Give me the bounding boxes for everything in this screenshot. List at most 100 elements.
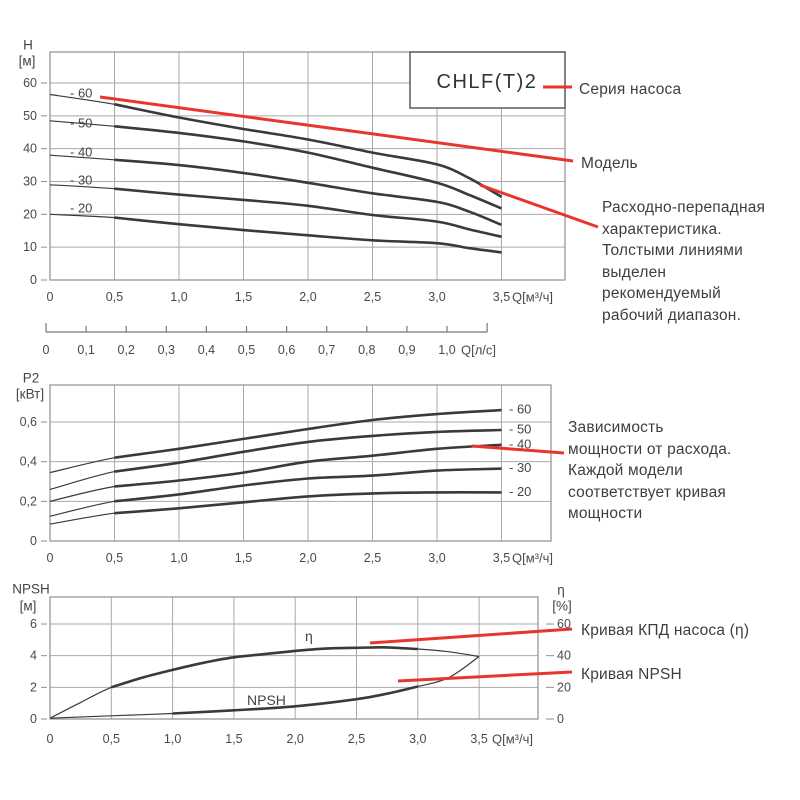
y-tick-label: 0,2 (20, 494, 37, 508)
pointer-efficiency-line (369, 627, 573, 645)
annotation-flow-head: Расходно-перепадная характеристика. Толс… (602, 199, 766, 324)
curve-label--30: - 30 (509, 460, 531, 475)
x-tick-label: 1,0 (170, 290, 187, 304)
curve-label--20: - 20 (70, 201, 92, 216)
curve-label--30: - 30 (70, 173, 92, 188)
annotation-npsh: Кривая NPSH (581, 666, 682, 683)
power-chart: 0 0,2 0,4 0,6 0 0,5 1,0 1,5 2,0 2,5 3,0 3,5 - 60 - 50… (20, 384, 552, 565)
x-tick-label: 2,0 (287, 732, 304, 746)
x-tick-label: 1,0 (170, 551, 187, 565)
power-x-axis-unit: Q[м³/ч] (512, 551, 553, 566)
x-tick-label: 3,5 (493, 551, 510, 565)
y-tick-label: 2 (30, 680, 37, 694)
ruler-tick-label: 0,1 (77, 343, 94, 357)
annotation-power: Зависимость мощности от расхода. Каждой … (568, 419, 732, 522)
flow-ruler-axis: 0 0,1 0,2 0,3 0,4 0,5 0,6 0,7 0,8 0,9 1,0 (43, 323, 488, 357)
eta-axis-title: η (557, 583, 565, 598)
ruler-tick-label: 0,7 (318, 343, 335, 357)
y-tick-label: 50 (23, 109, 37, 123)
y2-tick-label: 20 (557, 680, 571, 694)
x-tick-label: 2,0 (299, 290, 316, 304)
x-tick-label: 3,5 (493, 290, 510, 304)
curve--30 (49, 184, 502, 238)
npsh-y-axis-title: NPSH (12, 582, 50, 597)
ruler-tick-label: 0 (43, 343, 50, 357)
x-tick-label: 0,5 (106, 290, 123, 304)
ruler-tick-label: 0,3 (158, 343, 175, 357)
x-tick-label: 2,5 (364, 290, 381, 304)
curve-recommended--30 (114, 467, 502, 503)
y-tick-label: 30 (23, 175, 37, 189)
series-title-box (409, 51, 566, 109)
x-tick-label: 1,5 (225, 732, 242, 746)
plot-frame (49, 384, 552, 542)
annotation-series: Серия насоса (579, 81, 682, 98)
curve-label--40: - 40 (70, 145, 92, 160)
curve-recommended--60 (114, 103, 503, 199)
head-y-axis-title: H (23, 38, 33, 53)
curve-label--50: - 50 (509, 421, 531, 436)
x-tick-label: 0,5 (106, 551, 123, 565)
y2-tick-label: 40 (557, 649, 571, 663)
x-tick-label: 3,0 (409, 732, 426, 746)
pointer-power-line (471, 444, 565, 455)
npsh-y-axis-unit: [м] (20, 599, 37, 614)
power-y-axis-title: P2 (23, 371, 40, 386)
ruler-tick-label: 0,9 (398, 343, 415, 357)
x-tick-label: 3,0 (428, 551, 445, 565)
x-tick-label: 1,0 (164, 732, 181, 746)
curve-recommended--50 (114, 428, 502, 473)
y-tick-label: 6 (30, 617, 37, 631)
pointer-model-line (99, 95, 574, 163)
ruler-tick-label: 0,8 (358, 343, 375, 357)
head-x-axis-unit: Q[м³/ч] (512, 290, 553, 305)
curve-label--60: - 60 (70, 86, 92, 101)
curve-label--60: - 60 (509, 402, 531, 417)
curve-label--40: - 40 (509, 436, 531, 451)
curve-recommended--60 (114, 408, 502, 459)
y-tick-label: 40 (23, 142, 37, 156)
x-tick-label: 1,5 (235, 551, 252, 565)
annotation-model: Модель (581, 155, 638, 172)
x-tick-label: 0 (47, 732, 54, 746)
annotation-efficiency: Кривая КПД насоса (η) (581, 622, 750, 639)
curve-recommended--20 (114, 491, 502, 515)
x-tick-label: 3,5 (470, 732, 487, 746)
curve-label--20: - 20 (509, 484, 531, 499)
plot-frame (49, 51, 566, 281)
curve-label--50: - 50 (70, 116, 92, 131)
ruler-tick-label: 0,5 (238, 343, 255, 357)
curve-recommended--40 (114, 443, 502, 488)
curve--60 (49, 409, 502, 474)
series-title: CHLF(T)2 (437, 71, 538, 93)
curve-recommended--20 (114, 216, 502, 254)
x-tick-label: 2,5 (348, 732, 365, 746)
x-tick-label: 0 (47, 551, 54, 565)
head-y-axis-unit: [м] (19, 54, 36, 69)
y2-tick-label: 0 (557, 712, 564, 726)
ruler-unit: Q[л/с] (461, 343, 496, 358)
y-tick-label: 0 (30, 712, 37, 726)
x-tick-label: 2,5 (364, 551, 381, 565)
x-tick-label: 0 (47, 290, 54, 304)
curve--20 (49, 491, 502, 525)
y-tick-label: 4 (30, 649, 37, 663)
power-y-axis-unit: [кВт] (16, 387, 44, 402)
y-tick-label: 20 (23, 207, 37, 221)
y-tick-label: 0 (30, 273, 37, 287)
curve-recommended--50 (114, 125, 502, 210)
pointer-npsh-line (397, 670, 573, 683)
x-tick-label: 2,0 (299, 551, 316, 565)
pointer-flow-head-line (479, 183, 599, 229)
y-tick-label: 0 (30, 534, 37, 548)
curve-recommended-NPSH (172, 685, 419, 715)
curve-recommended--40 (114, 158, 502, 227)
ruler-tick-label: 1,0 (438, 343, 455, 357)
y-tick-label: 0,6 (20, 415, 37, 429)
curve-recommended--30 (114, 187, 502, 238)
plot-frame (49, 596, 539, 720)
x-tick-label: 1,5 (235, 290, 252, 304)
